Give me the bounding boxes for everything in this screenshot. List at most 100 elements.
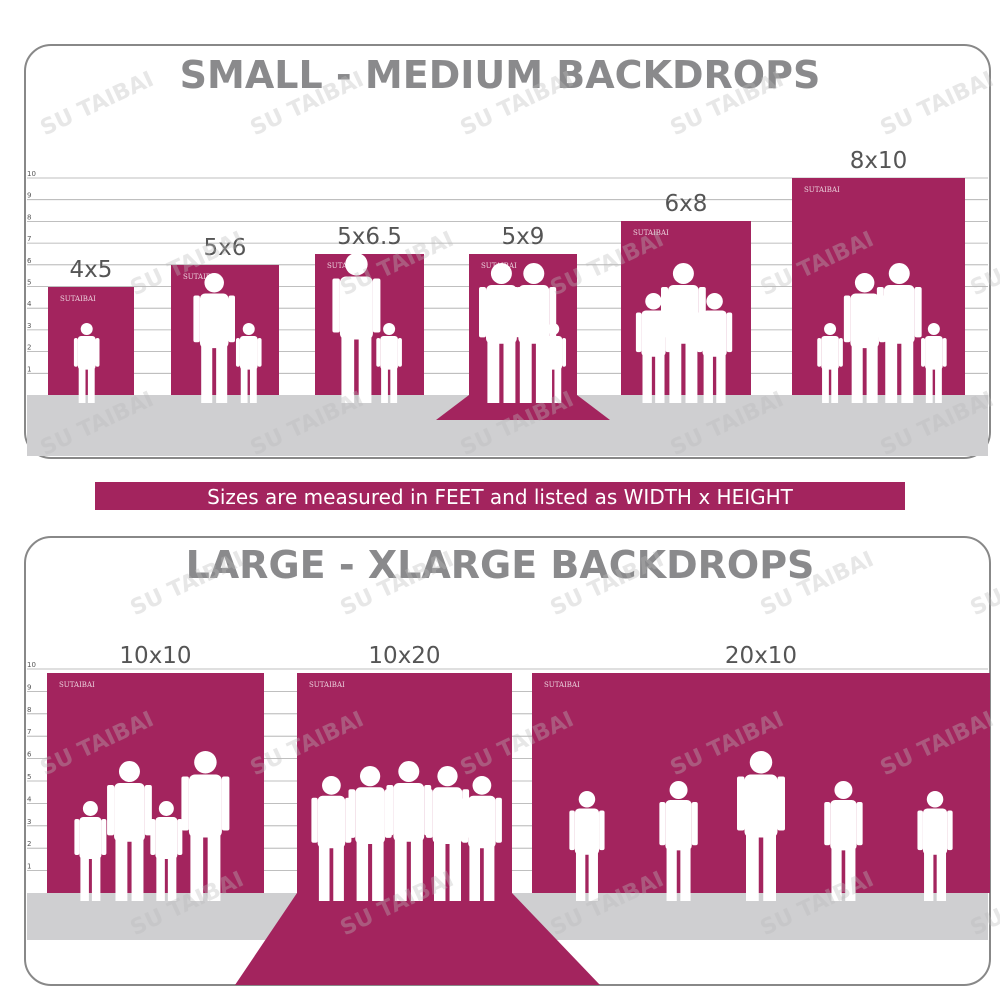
silhouette [73,323,100,403]
torso [239,336,258,370]
torso [199,293,229,349]
ruler-label: 1 [27,365,31,373]
leg [469,844,481,901]
ruler-label: 2 [27,840,31,848]
silhouette [74,801,107,901]
leg [746,833,759,901]
torso [355,787,385,844]
head [194,751,217,774]
ruler-label: 2 [27,344,31,352]
arm [228,295,235,343]
ruler-label: 6 [27,751,32,759]
arm [177,819,183,855]
head [523,263,545,284]
torso [830,800,857,851]
silhouette [661,263,706,403]
leg [535,340,548,403]
torso [665,800,692,851]
head [669,781,688,799]
arm [726,312,733,353]
arm [635,312,642,353]
silhouette [876,263,922,403]
silhouette [511,263,557,403]
arm [876,287,884,338]
silhouette [659,781,698,901]
head [82,801,98,816]
head [824,323,837,335]
leg [449,840,461,901]
leg [156,856,165,901]
leg [356,840,369,901]
leg [87,367,95,403]
arm [947,810,953,851]
leg [190,833,204,901]
leg [763,833,776,901]
leg [115,838,128,901]
ruler-label: 3 [27,322,31,330]
leg [249,367,257,403]
content: 1 2 3 4 5 6 7 8 9 10 SMALL - MEDIUM BACKDROPS 4x5 SU… [27,53,990,985]
arm [697,312,703,353]
arm [425,789,433,838]
head [242,323,255,335]
arm [221,776,230,831]
leg [554,367,562,403]
backdrop-size: 4x5 [70,257,113,283]
arm [856,802,863,846]
torso [702,310,727,357]
backdrop-size: 6x8 [665,191,708,217]
leg [519,340,532,403]
head [888,263,910,284]
silhouette [181,751,230,901]
arm [74,819,80,855]
arm [942,338,947,367]
torso [393,783,425,842]
silhouette [461,776,502,901]
head [645,293,662,310]
leg [91,856,101,901]
head [204,273,224,293]
arm [661,287,668,338]
leg [666,847,677,901]
head [383,323,396,335]
backdrop-size: 5x9 [502,224,545,250]
leg [680,847,691,901]
ruler-label: 10 [27,661,36,669]
head [398,761,420,782]
small-watermark: SUTAIBAI [804,186,840,194]
torso [544,336,563,370]
head [926,791,944,808]
head [927,323,940,335]
arm [479,287,486,338]
arm [917,810,923,851]
ruler-label: 7 [27,235,31,243]
ruler-label: 9 [27,192,31,200]
leg [80,856,89,901]
torso [744,774,778,838]
torso [518,285,550,344]
torso [850,293,879,349]
leg [866,344,878,403]
arm [824,802,831,846]
ruler-label: 1 [27,863,31,871]
torso [468,795,496,849]
leg [341,335,355,403]
floor-mat [436,395,610,420]
silhouette [150,801,183,901]
small-watermark: SUTAIBAI [633,229,669,237]
torso [925,336,943,370]
arm [838,338,843,367]
head [706,293,723,310]
silhouette [235,323,262,403]
arm [562,338,567,367]
arm [257,338,262,367]
ruler-label: 8 [27,706,31,714]
leg [358,335,372,403]
backdrop-size: 8x10 [850,148,908,174]
leg [503,340,516,403]
arm [540,338,545,367]
section-title: LARGE - XLARGE BACKDROPS [186,543,815,587]
arm [461,797,469,843]
small-watermark: SUTAIBAI [544,681,580,689]
torso [380,336,398,370]
